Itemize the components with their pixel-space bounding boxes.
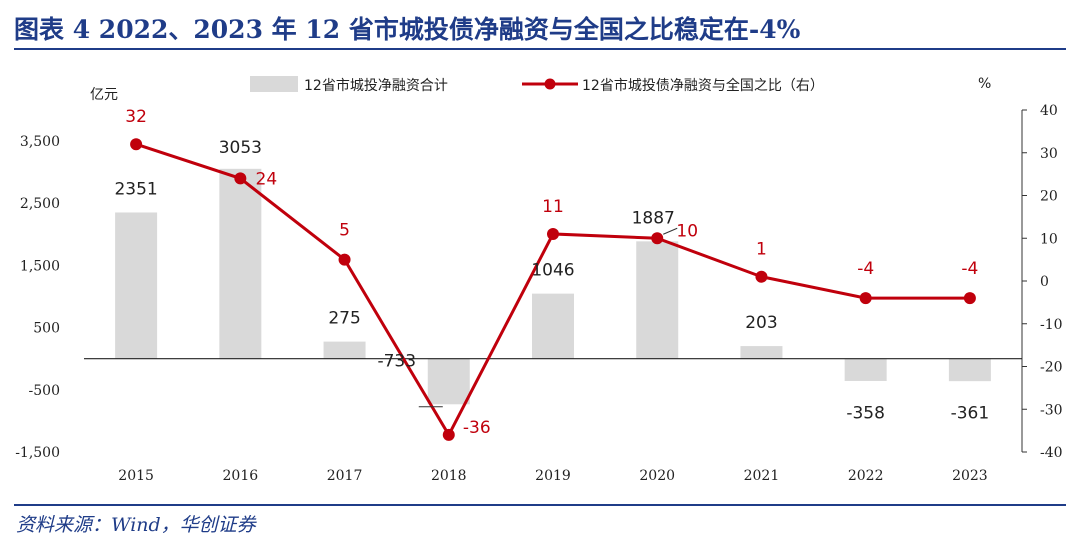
ratio-point xyxy=(234,172,247,185)
bar-value-label: -358 xyxy=(846,404,885,424)
chart-title: 图表 4 2022、2023 年 12 省市城投债净融资与全国之比稳定在-4% xyxy=(14,15,801,44)
left-tick-label: 3,500 xyxy=(20,134,60,150)
right-tick-label: 30 xyxy=(1040,146,1058,162)
bar-value-label: 2351 xyxy=(114,179,157,199)
line-value-label: 1 xyxy=(756,240,767,260)
ratio-point xyxy=(859,292,872,305)
legend-bar-label: 12省市城投净融资合计 xyxy=(304,77,448,94)
line-value-label: 32 xyxy=(125,107,147,127)
line-value-label: 10 xyxy=(676,221,698,241)
line-value-label: 24 xyxy=(256,169,278,189)
x-tick-label: 2019 xyxy=(535,468,571,484)
right-tick-label: -20 xyxy=(1040,360,1063,376)
title-row: 图表 4 2022、2023 年 12 省市城投债净融资与全国之比稳定在-4% xyxy=(0,0,1080,52)
x-tick-label: 2017 xyxy=(327,468,363,484)
ratio-point xyxy=(338,253,351,266)
leader-line xyxy=(663,227,678,235)
legend: 12省市城投净融资合计 12省市城投债净融资与全国之比（右） xyxy=(250,76,824,94)
footer-rule xyxy=(14,504,1066,506)
ratio-point xyxy=(963,292,976,305)
right-tick-label: 10 xyxy=(1040,231,1058,247)
bar xyxy=(115,212,158,359)
legend-bar-swatch xyxy=(250,76,298,92)
right-tick-label: 40 xyxy=(1040,103,1058,119)
bar xyxy=(532,293,574,359)
x-tick-label: 2022 xyxy=(848,468,884,484)
left-tick-label: 1,500 xyxy=(20,258,60,274)
right-tick-label: -40 xyxy=(1040,445,1063,461)
left-axis: -1,500 -500 500 1,500 2,500 3,500 xyxy=(15,134,60,461)
legend-line-marker xyxy=(544,78,556,90)
legend-line-label: 12省市城投债净融资与全国之比（右） xyxy=(582,77,824,94)
bar-value-label: 1887 xyxy=(632,208,675,228)
bar-value-label: -361 xyxy=(951,404,990,424)
bar xyxy=(948,358,991,382)
line-value-label: -36 xyxy=(463,418,491,438)
bars xyxy=(115,168,991,405)
bar xyxy=(323,341,366,359)
ratio-point xyxy=(442,428,455,441)
right-tick-label: 20 xyxy=(1040,189,1058,205)
left-tick-label: 500 xyxy=(33,321,60,337)
x-tick-label: 2023 xyxy=(952,468,988,484)
line-value-label: 11 xyxy=(542,197,564,217)
bar xyxy=(219,168,262,359)
ratio-point xyxy=(547,227,559,240)
x-tick-label: 2021 xyxy=(744,468,780,484)
bar xyxy=(844,358,887,381)
left-tick-label: 2,500 xyxy=(20,196,60,212)
right-tick-label: -10 xyxy=(1040,317,1063,333)
bar-value-label: 1046 xyxy=(531,261,574,281)
left-axis-unit: 亿元 xyxy=(90,87,118,103)
bar-value-label: -733 xyxy=(377,352,416,372)
axis-units: 亿元% xyxy=(90,76,991,103)
bar-value-label: 203 xyxy=(745,313,777,333)
x-tick-label: 2016 xyxy=(223,468,259,484)
right-tick-label: 0 xyxy=(1040,274,1049,290)
line-value-label: -4 xyxy=(857,259,874,279)
x-axis: 2015 2016 2017 2018 2019 2020 2021 2022 2023 xyxy=(118,468,987,484)
ratio-line xyxy=(130,138,976,441)
right-tick-label: -30 xyxy=(1040,402,1063,418)
ratio-point xyxy=(651,232,664,245)
left-tick-label: -500 xyxy=(29,383,60,399)
x-tick-label: 2015 xyxy=(118,468,154,484)
ratio-point xyxy=(755,270,768,283)
source-note: 资料来源：Wind，华创证券 xyxy=(16,514,256,536)
bar xyxy=(636,241,679,359)
left-tick-label: -1,500 xyxy=(15,445,60,461)
x-tick-label: 2020 xyxy=(639,468,675,484)
bar xyxy=(740,346,783,359)
title-rule xyxy=(14,48,1066,50)
bar-value-label: 3053 xyxy=(219,138,262,158)
ratio-point xyxy=(130,138,143,151)
x-tick-label: 2018 xyxy=(431,468,467,484)
line-value-label: -4 xyxy=(961,259,978,279)
right-axis-unit: % xyxy=(978,76,991,92)
bar-value-label: 275 xyxy=(328,309,360,329)
bar xyxy=(427,358,470,405)
right-axis: -40 -30 -20 -10 0 10 20 30 40 xyxy=(1021,103,1063,461)
line-value-label: 5 xyxy=(339,221,350,241)
